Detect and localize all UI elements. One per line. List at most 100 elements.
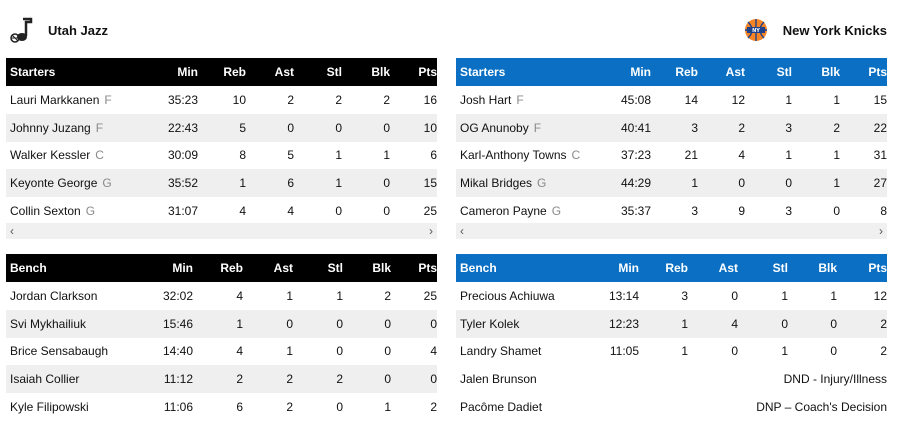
knicks-horizontal-scrollbar[interactable]: ‹ › bbox=[456, 223, 887, 239]
player-name-link[interactable]: Isaiah Collier bbox=[6, 365, 136, 394]
col-header-reb[interactable]: Reb bbox=[198, 58, 246, 86]
player-name-link[interactable]: Pacôme Dadiet bbox=[460, 400, 543, 415]
player-cell: Josh Hart F bbox=[456, 86, 592, 114]
player-name-link[interactable]: Jalen Brunson bbox=[460, 372, 537, 387]
stat-reb: 3 bbox=[681, 288, 688, 303]
knicks-starters-table: Starters Min Reb Ast Stl Blk Pts Josh Ha… bbox=[456, 58, 887, 225]
player-name-link[interactable]: OG Anunoby bbox=[460, 120, 529, 135]
player-name-link[interactable]: Svi Mykhailiuk bbox=[6, 309, 136, 338]
player-cell: Karl-Anthony Towns C bbox=[456, 142, 592, 170]
stat-ast: 1 bbox=[286, 288, 293, 303]
dnp-status: DNP – Coach's Decision bbox=[756, 400, 887, 415]
col-header-pts[interactable]: Pts bbox=[390, 58, 437, 86]
stat-pts: 2 bbox=[430, 400, 437, 415]
col-header-min[interactable]: Min bbox=[136, 58, 198, 86]
player-name-link[interactable]: Brice Sensabaugh bbox=[10, 344, 109, 359]
col-header-stl[interactable]: Stl bbox=[294, 58, 342, 86]
col-header-min[interactable]: Min bbox=[592, 254, 639, 282]
jazz-team-name: Utah Jazz bbox=[48, 22, 108, 38]
player-position: F bbox=[95, 120, 104, 135]
stat-pts: 2 bbox=[837, 309, 887, 338]
player-name-link[interactable]: Johnny Juzang bbox=[10, 120, 91, 135]
stat-ast: 2 bbox=[698, 113, 745, 142]
stat-stl: 1 bbox=[785, 92, 792, 107]
player-name-link[interactable]: Tyler Kolek bbox=[456, 309, 592, 338]
stat-stl: 1 bbox=[785, 148, 792, 163]
table-header-row: Starters Min Reb Ast Stl Blk Pts bbox=[456, 58, 887, 86]
stat-reb: 10 bbox=[232, 92, 246, 107]
scroll-right-icon[interactable]: › bbox=[879, 224, 883, 238]
col-header-stl[interactable]: Stl bbox=[738, 254, 788, 282]
stat-blk: 0 bbox=[833, 204, 840, 219]
col-header-blk[interactable]: Blk bbox=[788, 254, 837, 282]
player-name-link[interactable]: Jordan Clarkson bbox=[10, 288, 98, 303]
stat-reb: 21 bbox=[684, 148, 698, 163]
stat-reb: 1 bbox=[198, 169, 246, 198]
table-row: Walker Kessler C 30:09 8 5 1 1 6 bbox=[6, 142, 437, 170]
stat-blk: 1 bbox=[383, 148, 390, 163]
table-row: Collin Sexton G 31:07 4 4 0 0 25 bbox=[6, 197, 437, 225]
player-name-link[interactable]: Josh Hart bbox=[460, 92, 512, 107]
jazz-team-header[interactable]: Utah Jazz bbox=[6, 14, 108, 46]
stat-blk: 1 bbox=[830, 288, 837, 303]
stat-pts: 27 bbox=[840, 169, 887, 198]
col-header-reb[interactable]: Reb bbox=[651, 58, 698, 86]
stat-ast: 0 bbox=[243, 309, 293, 338]
player-name-link[interactable]: Lauri Markkanen bbox=[10, 92, 100, 107]
stat-blk: 0 bbox=[788, 309, 837, 338]
stat-pts: 6 bbox=[430, 148, 437, 163]
col-header-bench[interactable]: Bench bbox=[456, 254, 592, 282]
stat-min: 12:23 bbox=[592, 309, 639, 338]
stat-reb: 4 bbox=[236, 344, 243, 359]
col-header-starters[interactable]: Starters bbox=[6, 58, 136, 86]
player-name-link[interactable]: Keyonte George bbox=[10, 176, 98, 191]
knicks-team-header[interactable]: NY New York Knicks bbox=[741, 14, 887, 46]
col-header-stl[interactable]: Stl bbox=[745, 58, 792, 86]
stat-pts: 4 bbox=[430, 344, 437, 359]
col-header-pts[interactable]: Pts bbox=[391, 254, 437, 282]
col-header-pts[interactable]: Pts bbox=[837, 254, 887, 282]
col-header-ast[interactable]: Ast bbox=[688, 254, 738, 282]
stat-stl: 0 bbox=[335, 204, 342, 219]
player-name-link[interactable]: Kyle Filipowski bbox=[10, 400, 89, 415]
col-header-reb[interactable]: Reb bbox=[639, 254, 688, 282]
player-name-link[interactable]: Collin Sexton bbox=[10, 204, 81, 219]
col-header-ast[interactable]: Ast bbox=[246, 58, 294, 86]
col-header-blk[interactable]: Blk bbox=[342, 58, 390, 86]
stat-pts: 31 bbox=[873, 148, 887, 163]
col-header-blk[interactable]: Blk bbox=[792, 58, 840, 86]
player-name-link[interactable]: Precious Achiuwa bbox=[460, 288, 555, 303]
col-header-min[interactable]: Min bbox=[136, 254, 193, 282]
col-header-starters[interactable]: Starters bbox=[456, 58, 592, 86]
stat-min: 35:23 bbox=[167, 92, 198, 107]
table-row: Keyonte George G 35:52 1 6 1 0 15 bbox=[6, 169, 437, 198]
col-header-pts[interactable]: Pts bbox=[840, 58, 887, 86]
jazz-horizontal-scrollbar[interactable]: ‹ › bbox=[6, 223, 437, 239]
player-name-link[interactable]: Walker Kessler bbox=[10, 148, 91, 163]
scroll-left-icon[interactable]: ‹ bbox=[10, 224, 14, 238]
col-header-stl[interactable]: Stl bbox=[293, 254, 343, 282]
player-name-link[interactable]: Mikal Bridges bbox=[460, 176, 533, 191]
scroll-left-icon[interactable]: ‹ bbox=[460, 224, 464, 238]
stat-ast: 2 bbox=[287, 92, 294, 107]
player-position: G bbox=[551, 204, 562, 219]
col-header-blk[interactable]: Blk bbox=[343, 254, 391, 282]
col-header-ast[interactable]: Ast bbox=[698, 58, 745, 86]
stat-ast: 0 bbox=[731, 288, 738, 303]
col-header-min[interactable]: Min bbox=[592, 58, 651, 86]
stat-pts: 12 bbox=[873, 288, 887, 303]
table-row: Kyle Filipowski 11:06 6 2 0 1 2 bbox=[6, 393, 437, 421]
player-name-link[interactable]: Karl-Anthony Towns bbox=[460, 148, 567, 163]
table-row: Cameron Payne G 35:37 3 9 3 0 8 bbox=[456, 197, 887, 225]
col-header-reb[interactable]: Reb bbox=[193, 254, 243, 282]
table-row: Josh Hart F 45:08 14 12 1 1 15 bbox=[456, 86, 887, 114]
stat-min: 37:23 bbox=[620, 148, 651, 163]
col-header-ast[interactable]: Ast bbox=[243, 254, 293, 282]
col-header-bench[interactable]: Bench bbox=[6, 254, 136, 282]
stat-reb: 6 bbox=[236, 400, 243, 415]
stat-stl: 1 bbox=[781, 344, 788, 359]
player-name-link[interactable]: Cameron Payne bbox=[460, 204, 547, 219]
scroll-right-icon[interactable]: › bbox=[429, 224, 433, 238]
player-name-link[interactable]: Landry Shamet bbox=[460, 344, 542, 359]
stat-blk: 0 bbox=[343, 365, 391, 394]
